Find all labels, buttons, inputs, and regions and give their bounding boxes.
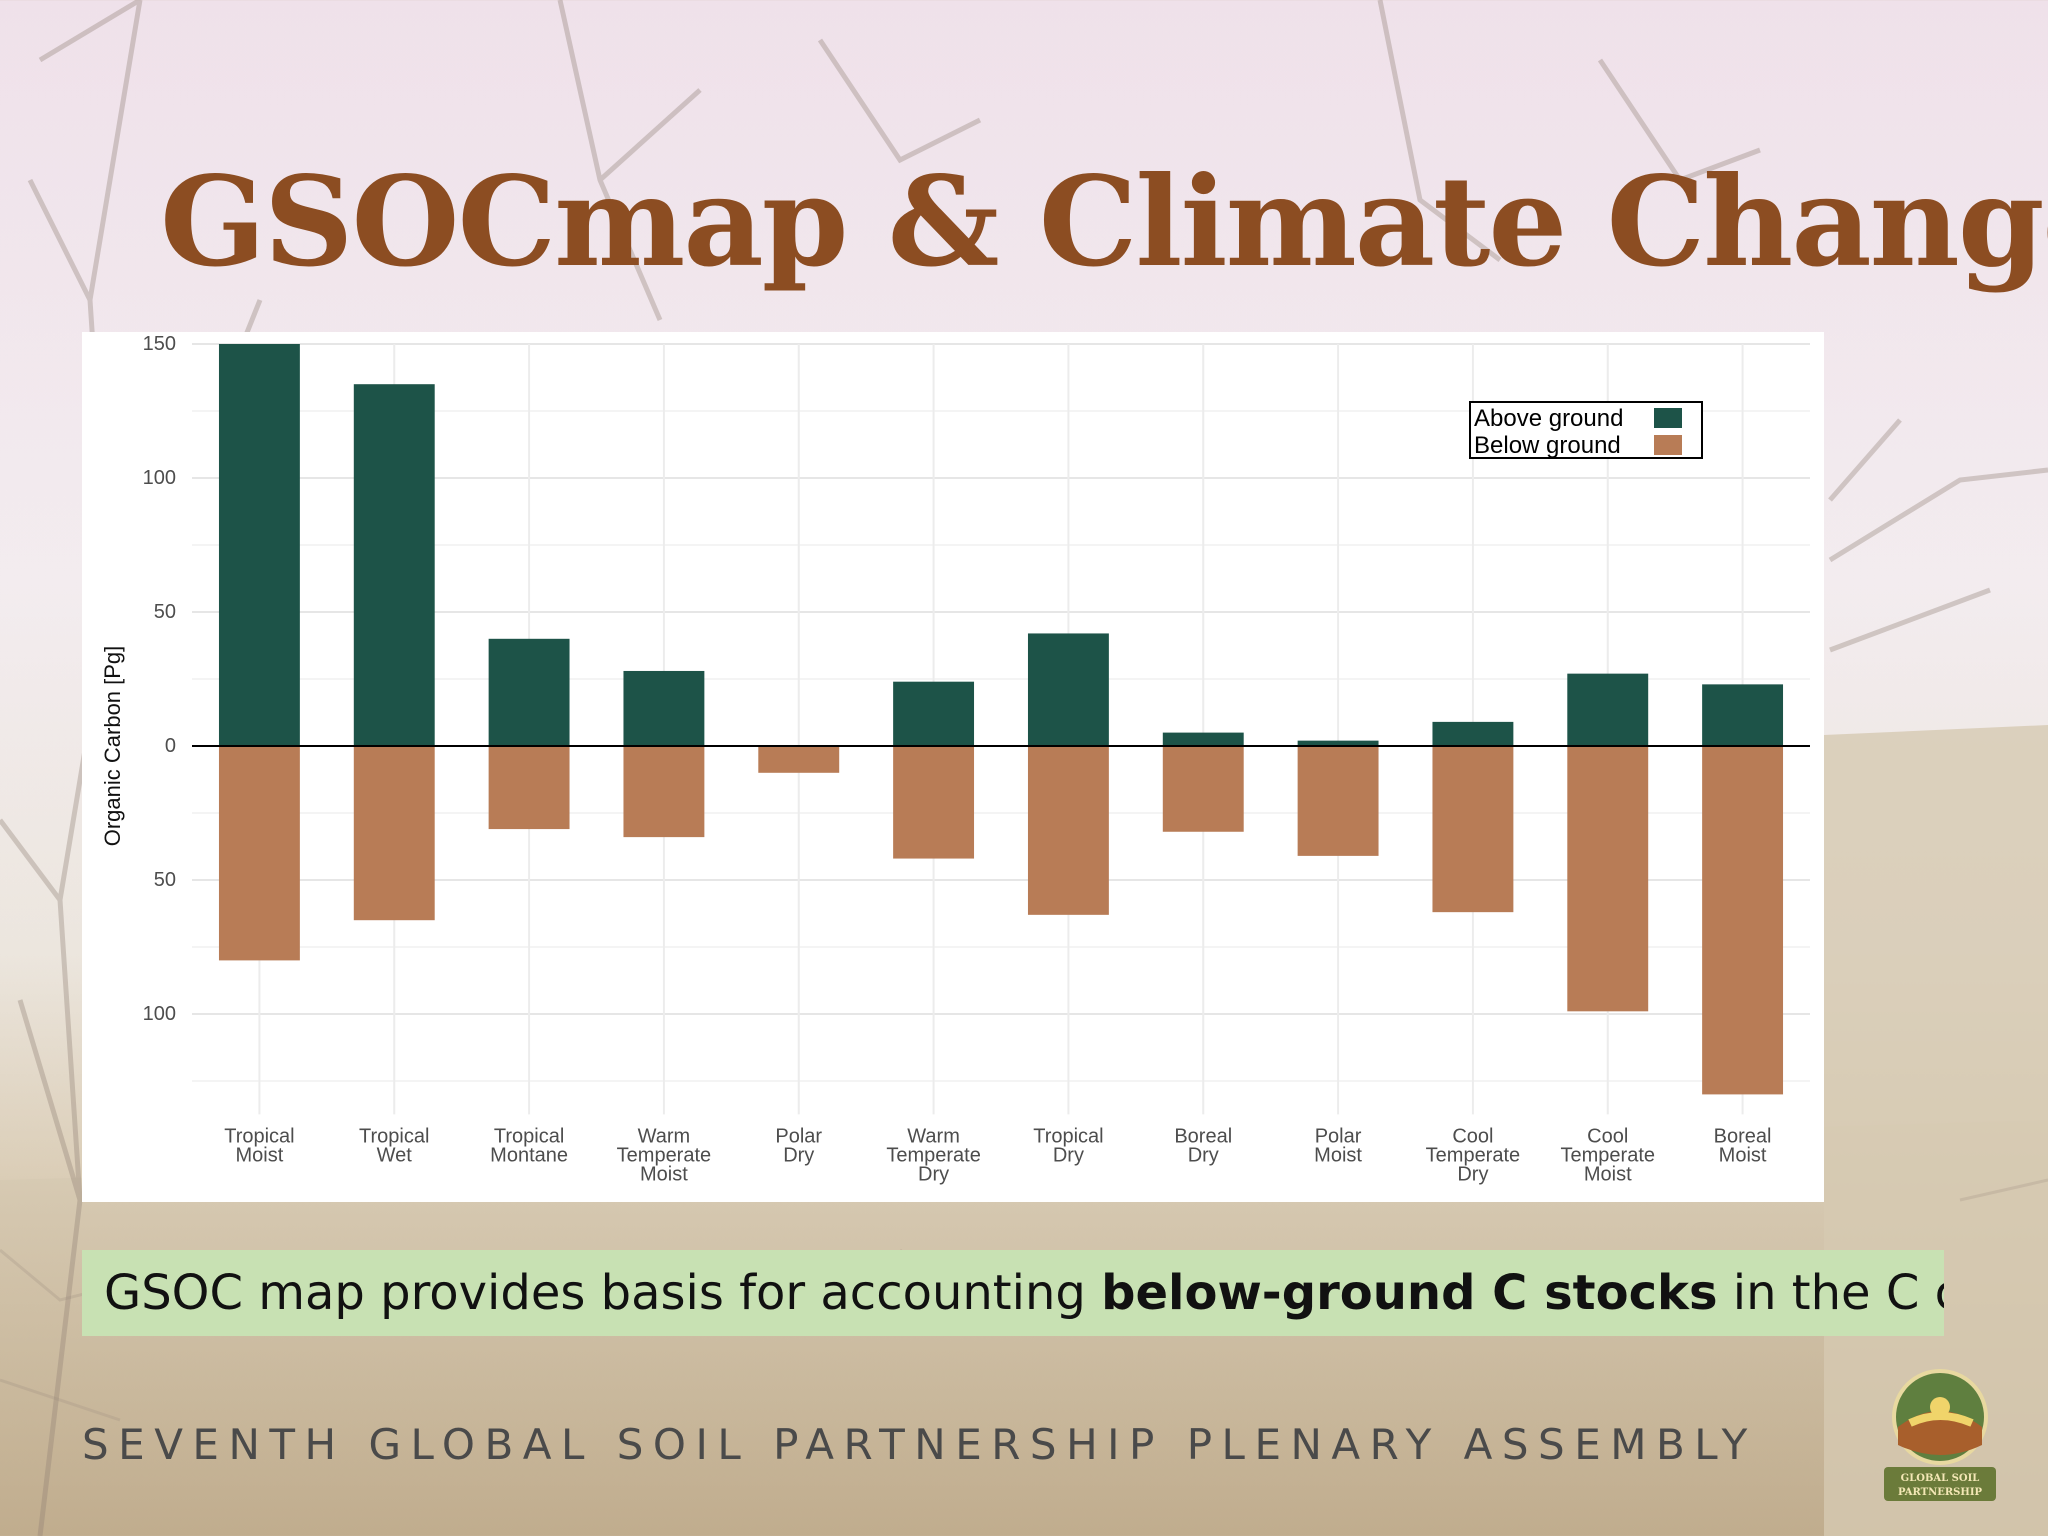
x-tick-label: Moist	[640, 1163, 688, 1185]
x-tick-label: Temperate	[1426, 1144, 1521, 1166]
y-tick-label: 0	[165, 735, 176, 757]
bar-above-ground	[1297, 740, 1379, 746]
caption-text-before: GSOC map provides basis for accounting	[104, 1265, 1102, 1321]
y-tick-label: 150	[143, 333, 176, 355]
bar-above-ground	[1567, 673, 1649, 746]
bar-below-ground	[1432, 746, 1514, 913]
bar-below-ground	[1297, 746, 1379, 856]
bar-above-ground	[353, 384, 435, 746]
bar-above-ground	[623, 670, 705, 746]
x-tick-label: Temperate	[886, 1144, 981, 1166]
x-tick-label: Warm	[907, 1125, 960, 1147]
bar-above-ground	[1432, 721, 1514, 746]
x-tick-label: Dry	[1053, 1144, 1084, 1166]
x-tick-label: Warm	[638, 1125, 691, 1147]
x-tick-label: Cool	[1452, 1125, 1493, 1147]
footer-text: SEVENTH GLOBAL SOIL PARTNERSHIP PLENARY …	[82, 1420, 1757, 1469]
bar-below-ground	[1702, 746, 1784, 1095]
bar-below-ground	[1567, 746, 1649, 1012]
x-tick-label: Temperate	[1561, 1144, 1656, 1166]
x-tick-label: Polar	[1315, 1125, 1362, 1147]
chart-panel: 150 100 50 0 50 100 Organic Carbon [Pg] Tropica…	[82, 332, 1824, 1202]
slide-title: GSOCmap & Climate Change	[160, 150, 2048, 295]
x-tick-label: Moist	[1584, 1163, 1632, 1185]
legend-label: Above ground	[1474, 405, 1623, 432]
x-tick-label: Wet	[377, 1144, 413, 1166]
bar-below-ground	[623, 746, 705, 838]
x-tick-label: Polar	[775, 1125, 822, 1147]
bar-below-ground	[218, 746, 300, 961]
legend-swatch	[1654, 408, 1682, 428]
bar-above-ground	[218, 344, 300, 746]
y-tick-label: 100	[143, 467, 176, 489]
x-tick-label: Tropical	[494, 1125, 564, 1147]
logo-text-line-2: PARTNERSHIP	[1898, 1487, 1983, 1498]
bar-above-ground	[1027, 633, 1109, 746]
x-tick-label: Boreal	[1714, 1125, 1772, 1147]
x-tick-label: Dry	[783, 1144, 814, 1166]
x-tick-label: Dry	[1457, 1163, 1488, 1185]
bar-above-ground	[893, 681, 975, 746]
caption-banner: GSOC map provides basis for accounting b…	[82, 1250, 1944, 1336]
legend-label: Below ground	[1474, 432, 1621, 459]
global-soil-partnership-logo: GLOBAL SOIL PARTNERSHIP	[1884, 1369, 1996, 1501]
caption-text-bold: below-ground C stocks	[1101, 1265, 1718, 1321]
bar-above-ground	[488, 638, 570, 746]
bar-chart: 150 100 50 0 50 100 Organic Carbon [Pg] Tropica…	[100, 333, 1810, 1185]
bar-above-ground	[1162, 732, 1244, 746]
caption-text-after: in the C cycle	[1732, 1265, 1944, 1321]
bar-above-ground	[1702, 684, 1784, 746]
x-tick-label: Dry	[918, 1163, 949, 1185]
x-tick-label: Tropical	[224, 1125, 294, 1147]
y-tick-label: 100	[143, 1003, 176, 1025]
bar-below-ground	[1162, 746, 1244, 832]
y-tick-label: 50	[154, 869, 176, 891]
x-tick-label: Temperate	[617, 1144, 712, 1166]
y-axis-label: Organic Carbon [Pg]	[100, 646, 125, 847]
bar-below-ground	[488, 746, 570, 830]
bar-below-ground	[758, 746, 840, 773]
x-tick-label: Tropical	[1033, 1125, 1103, 1147]
x-tick-label: Moist	[1314, 1144, 1362, 1166]
y-tick-label: 50	[154, 601, 176, 623]
bar-below-ground	[1027, 746, 1109, 915]
bar-below-ground	[893, 746, 975, 859]
x-tick-label: Cool	[1587, 1125, 1628, 1147]
x-tick-label: Moist	[1719, 1144, 1767, 1166]
logo-text-line-1: GLOBAL SOIL	[1901, 1473, 1980, 1484]
x-tick-label: Moist	[236, 1144, 284, 1166]
bar-below-ground	[353, 746, 435, 921]
x-tick-label: Montane	[490, 1144, 568, 1166]
x-tick-label: Dry	[1188, 1144, 1219, 1166]
legend-swatch	[1654, 435, 1682, 455]
x-tick-label: Tropical	[359, 1125, 429, 1147]
x-tick-label: Boreal	[1174, 1125, 1232, 1147]
